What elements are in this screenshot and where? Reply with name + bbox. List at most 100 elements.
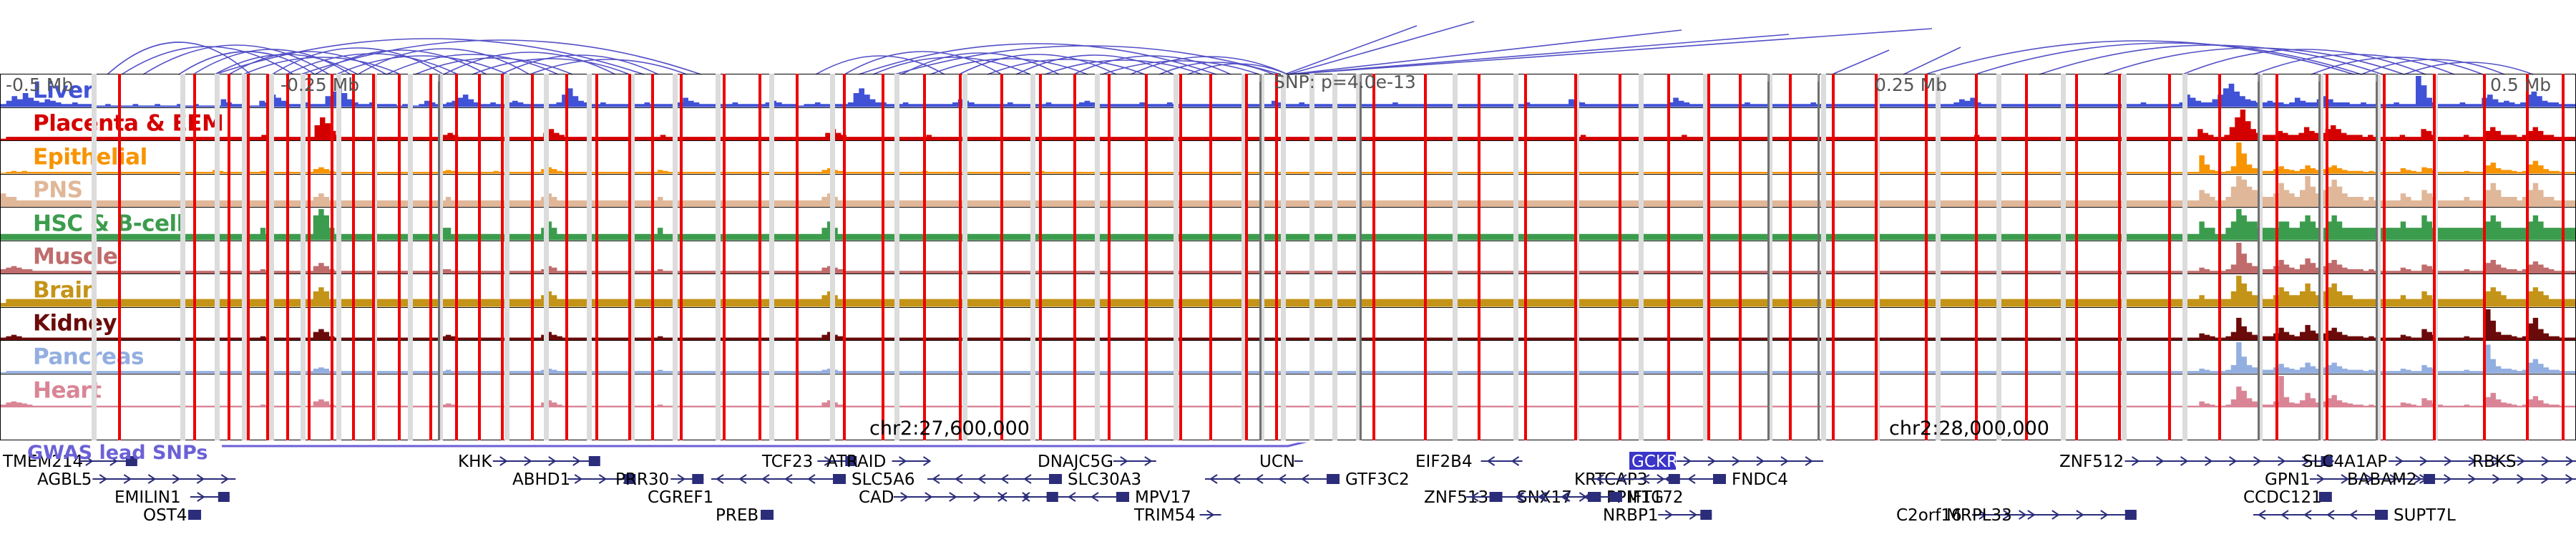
gene-strand-arrow [1683,456,1692,466]
gene-label[interactable]: ATRAID [826,453,886,471]
gene-strand-arrow [85,456,94,466]
gene-strand-arrow [761,474,770,484]
gene-strand-arrow [899,456,907,466]
gene-label[interactable]: ZNF512 [2059,453,2124,471]
gene-label[interactable]: GTF3C2 [1345,470,1410,489]
gene-strand-arrow [1278,474,1287,484]
signal-track-epithelial[interactable]: Epithelial [1,141,2575,175]
signal-track-kidney[interactable]: Kidney [1,308,2575,341]
signal-track-heart[interactable]: Heart [1,374,2575,407]
gene-exon-block [1609,492,1622,502]
gene-label[interactable]: AGBL5 [37,470,92,489]
gene-strand-arrow [1486,456,1496,466]
gene-label[interactable]: CAD [859,488,894,507]
gene-label[interactable]: PRR30 [615,470,669,489]
gene-exon-block [1049,474,1062,484]
gene-label[interactable]: DNAJC5G [1038,453,1113,471]
gene-strand-arrow [677,474,686,484]
gene-exon-block [1116,492,1129,502]
gene-strand-arrow [999,492,1008,502]
gene-strand-arrow [2389,474,2398,484]
signal-track-pancreas[interactable]: Pancreas [1,341,2575,374]
gene-strand-arrow [1707,456,1716,466]
gene-strand-arrow [572,456,581,466]
signal-track-brain[interactable]: Brain [1,274,2575,308]
gene-label[interactable]: SLC5A6 [852,470,914,489]
gene-strand-arrow [1023,474,1032,484]
gene-strand-arrow [548,456,557,466]
gene-strand-arrow [220,474,230,484]
gene-label[interactable]: C2orf16 [1896,506,1962,525]
signal-histogram [1,342,2575,374]
gene-label[interactable]: IFT172 [1628,488,1684,507]
gene-strand-arrow [2326,510,2335,520]
gene-strand-arrow [716,474,724,484]
gene-label[interactable]: SLC30A3 [1068,470,1141,489]
signal-track-hsc-b-cell[interactable]: HSC & B-cell [1,208,2575,241]
signal-track-placenta-eem[interactable]: Placenta & EEM [1,108,2575,141]
gene-label[interactable]: ABHD1 [512,470,570,489]
gene-strand-arrow [2302,456,2311,466]
gene-strand-arrow [977,474,986,484]
gene-strand-arrow [1780,456,1789,466]
gene-strand-arrow [1515,492,1523,502]
gene-label[interactable]: TRIM54 [1133,506,1196,525]
gene-label[interactable]: BABAM2 [2347,470,2417,489]
gene-label[interactable]: GPN1 [2265,470,2311,489]
gene-label[interactable]: PREB [716,506,758,525]
tissue-signal-track-panel[interactable]: Liver Placenta & EEM Epithelial PNS HSC & B-… [0,74,2576,440]
gene-strand-arrow [2205,456,2213,466]
gene-strand-arrow [2565,474,2574,484]
gene-strand-arrow [109,456,118,466]
gene-strand-arrow [1068,492,1076,502]
gene-annotation-track[interactable]: TMEM214 KHK TCF23 ATRAID DNAJC5G UCN EIF2B4 GCK… [0,442,2576,537]
gene-strand-arrow [2019,510,2027,520]
gene-label[interactable]: KHK [458,453,492,471]
gene-label[interactable]: EMILIN1 [114,488,181,507]
gene-strand-arrow [2541,474,2550,484]
gene-label[interactable]: UCN [1259,453,1295,471]
chromatin-interaction-arcs [0,0,2576,75]
gene-exon-block [624,474,636,484]
gene-strand-arrow [2303,510,2312,520]
signal-track-pns[interactable]: PNS [1,175,2575,208]
gene-exon-block [2124,510,2137,520]
gene-label[interactable]: MPV17 [1135,488,1191,507]
gene-label[interactable]: TCF23 [761,453,813,471]
gene-label[interactable]: FNDC4 [1732,470,1788,489]
gene-strand-arrow [2280,510,2289,520]
gwas-lead-snp-connector [222,442,1307,448]
gene-exon-block [692,474,704,484]
gene-strand-arrow [524,456,532,466]
gene-label[interactable]: RBKS [2472,453,2516,471]
gene-label[interactable]: CCDC121 [2243,488,2322,507]
gene-strand-arrow [1091,492,1099,502]
gene-exon-block [1700,510,1712,520]
gene-strand-arrow [973,492,982,502]
signal-histogram [1,242,2575,274]
gene-label-highlight [1629,452,1677,470]
gene-exon-block [218,492,230,502]
gene-strand-arrow [499,456,508,466]
gene-exon-block [845,456,857,466]
gene-label[interactable]: CGREF1 [648,488,713,507]
gene-strand-arrow [2468,456,2477,466]
gene-label[interactable]: NRBP1 [1603,506,1658,525]
gene-strand-arrow [2051,510,2060,520]
gene-label[interactable]: EIF2B4 [1415,453,1473,471]
gene-strand-arrow [2341,474,2349,484]
gene-strand-arrow [1209,474,1218,484]
gene-label[interactable]: SUPT7L [2394,506,2456,525]
gene-strand-arrow [2180,456,2189,466]
signal-track-muscle[interactable]: Muscle [1,241,2575,274]
gene-strand-arrow [2517,474,2525,484]
gene-label[interactable]: GCKR [1631,453,1678,471]
gene-label[interactable]: OST4 [143,506,187,525]
gene-exon-block [833,474,846,484]
gene-label[interactable]: SLC4A1AP [2303,453,2387,471]
gene-strand-arrow [1511,456,1520,466]
gene-strand-arrow [2156,456,2165,466]
gene-label[interactable]: TMEM214 [2,453,83,471]
gene-label[interactable]: MRPL33 [1946,506,2012,525]
gene-strand-arrow [2258,510,2266,520]
